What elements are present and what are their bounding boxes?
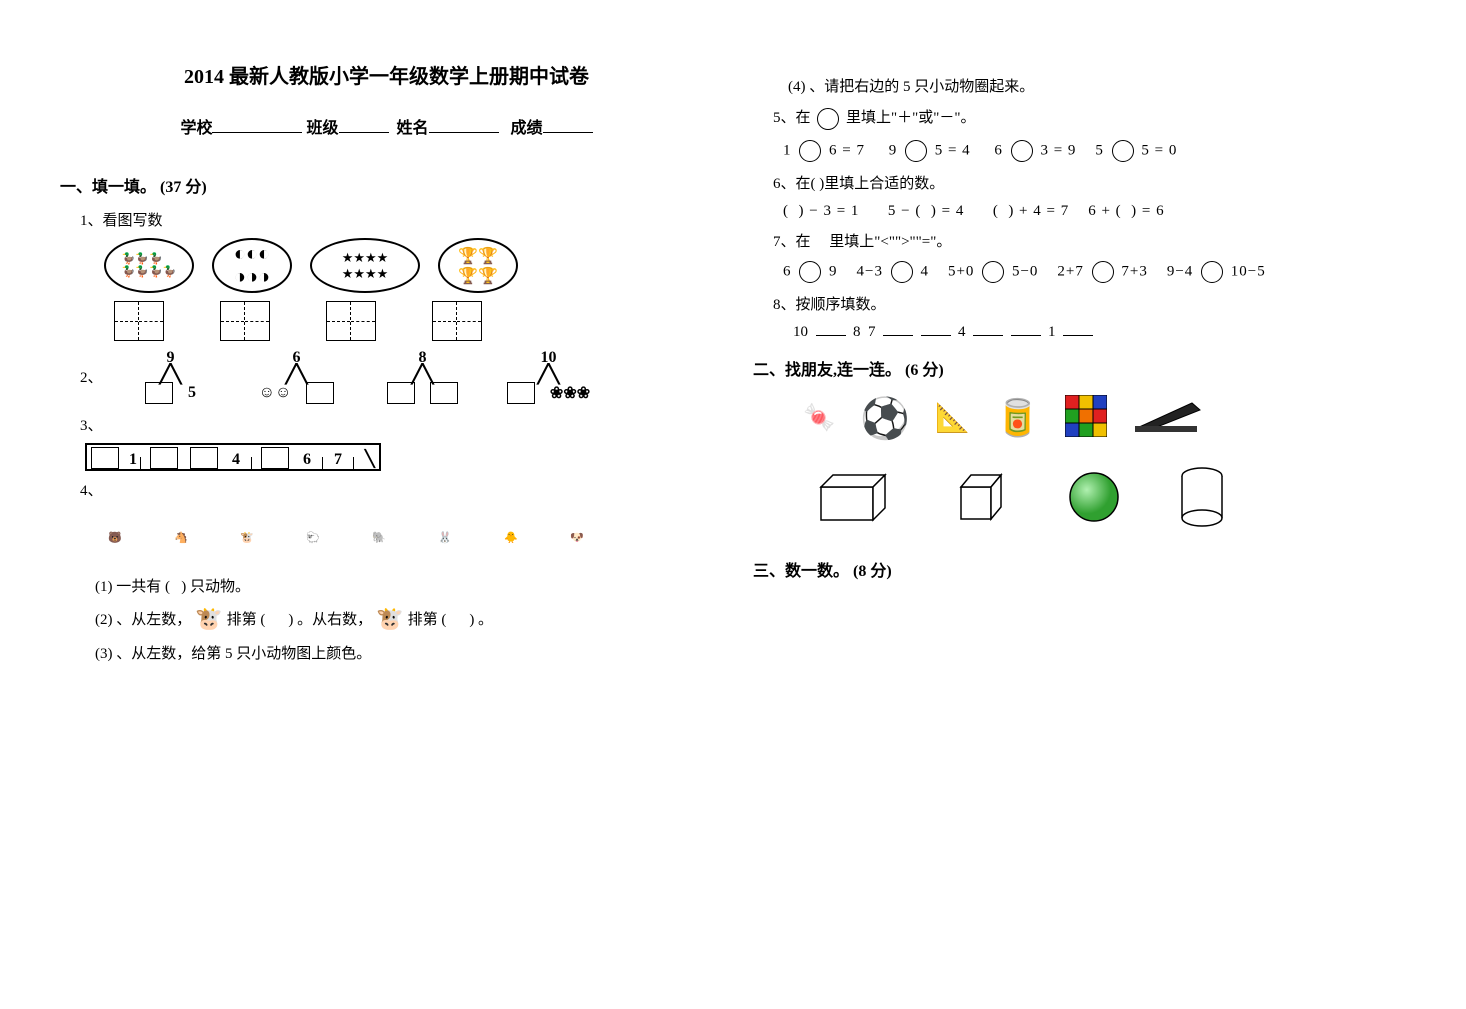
left-column: 2014 最新人教版小学一年级数学上册期中试卷 学校 班级 姓名 成绩 一、填一… <box>40 60 733 969</box>
tree-blank[interactable] <box>306 382 334 404</box>
page-title: 2014 最新人教版小学一年级数学上册期中试卷 <box>60 60 713 89</box>
tree-blank[interactable] <box>145 382 173 404</box>
objects-row: 🍬 ⚽ 📐 🥫 <box>803 395 1406 442</box>
q5-label: 5、在 里填上"＋"或"－"。 <box>773 106 1406 130</box>
op-blank[interactable] <box>1112 140 1134 162</box>
horse-icon: 🐴 <box>151 510 211 565</box>
q7-eqs: 6 9 4−3 4 5+0 5−0 2+7 7+3 9−4 10−5 <box>783 261 1406 283</box>
shapes-row <box>813 467 1406 532</box>
cow-small-icon: 🐮 <box>376 606 403 632</box>
sheep-icon: 🐑 <box>283 510 343 565</box>
score-label: 成绩 <box>511 120 543 137</box>
q4-sub1: (1) 一共有 ( ) 只动物。 <box>95 575 713 596</box>
q3-label: 3、 <box>80 414 713 435</box>
q4-sub3: (3) 、从左数，给第 5 只小动物图上颜色。 <box>95 642 713 663</box>
can-icon: 🥫 <box>995 397 1040 439</box>
q2-row: 2、 9 ╱╲ 5 6 ╱╲ ☺☺ 8 ╱╲ 10 ╱╲ ❀❀❀ <box>80 349 713 404</box>
cmp-blank[interactable] <box>891 261 913 283</box>
q4-label: 4、 <box>80 479 103 500</box>
right-column: (4) 、请把右边的 5 只小动物圈起来。 5、在 里填上"＋"或"－"。 1 … <box>733 60 1426 969</box>
ruler-blank[interactable] <box>190 447 218 469</box>
ruler-blank[interactable] <box>261 447 289 469</box>
answer-box[interactable] <box>432 301 482 341</box>
stapler-icon <box>1132 398 1202 438</box>
dog-icon: 🐶 <box>547 510 607 565</box>
section2-heading: 二、找朋友,连一连。 (6 分) <box>753 356 1406 380</box>
cups-oval: 🏆🏆🏆🏆 <box>438 238 518 293</box>
tree-blank[interactable] <box>387 382 415 404</box>
q7-label: 7、在 里填上"<"">""="。 <box>773 230 1406 251</box>
answer-box[interactable] <box>326 301 376 341</box>
ruler-blank[interactable] <box>150 447 178 469</box>
tree-blank[interactable] <box>430 382 458 404</box>
section3-heading: 三、数一数。 (8 分) <box>753 557 1406 581</box>
student-info-line: 学校 班级 姓名 成绩 <box>60 114 713 138</box>
q1-images-row: 🦆🦆🦆🦆🦆🦆🦆 ◐◐◐◑◑◑ ★★★★★★★★ 🏆🏆🏆🏆 <box>100 238 713 293</box>
q6-eqs: ( ) − 3 = 1 5 − ( ) = 4 ( ) + 4 = 7 6 + … <box>783 203 1406 220</box>
q4-sub4: (4) 、请把右边的 5 只小动物圈起来。 <box>788 75 1406 96</box>
pencil-sharpener-icon: 📐 <box>935 401 970 435</box>
tree-4: 10 ╱╲ ❀❀❀ <box>499 349 599 404</box>
animals-row: 🐻 🐴 🐮 🐑 🐘 🐰 🐥 🐶 <box>85 510 713 565</box>
cow-icon: 🐮 <box>217 510 277 565</box>
section1-heading: 一、填一填。 (37 分) <box>60 173 713 197</box>
tree-2: 6 ╱╲ ☺☺ <box>247 349 347 404</box>
q4-row: 4、 <box>80 479 713 500</box>
op-blank[interactable] <box>905 140 927 162</box>
ruler-blank[interactable] <box>91 447 119 469</box>
stars-oval: ★★★★★★★★ <box>310 238 420 293</box>
name-label: 姓名 <box>397 120 429 137</box>
class-label: 班级 <box>306 120 338 137</box>
cuboid-icon <box>813 472 893 527</box>
q8-seq: 10 8 7 4 1 <box>793 324 1406 341</box>
q8-label: 8、按顺序填数。 <box>773 293 1406 314</box>
school-label: 学校 <box>180 120 212 137</box>
q1-answer-boxes <box>110 301 713 341</box>
tree-1: 9 ╱╲ 5 <box>121 349 221 404</box>
candy-icon: 🍬 <box>803 403 835 433</box>
q1-label: 1、看图写数 <box>80 209 713 230</box>
answer-box[interactable] <box>114 301 164 341</box>
rabbit-icon: 🐰 <box>415 510 475 565</box>
q4-sub2: (2) 、从左数， 🐮 排第 ( ) 。从右数， 🐮 排第 ( ) 。 <box>95 606 713 632</box>
cube-icon <box>953 469 1008 529</box>
q6-label: 6、在( )里填上合适的数。 <box>773 172 1406 193</box>
cow-small-icon: 🐮 <box>195 606 222 632</box>
op-blank[interactable] <box>799 140 821 162</box>
tree-blank[interactable] <box>507 382 535 404</box>
cmp-blank[interactable] <box>1092 261 1114 283</box>
cmp-blank[interactable] <box>799 261 821 283</box>
rubiks-cube-icon <box>1065 395 1107 442</box>
cmp-blank[interactable] <box>982 261 1004 283</box>
bear-icon: 🐻 <box>85 510 145 565</box>
sphere-icon <box>1068 471 1120 528</box>
chick-icon: 🐥 <box>481 510 541 565</box>
elephant-icon: 🐘 <box>349 510 409 565</box>
cmp-blank[interactable] <box>1201 261 1223 283</box>
op-blank[interactable] <box>1011 140 1033 162</box>
soccer-ball-icon: ⚽ <box>860 395 910 442</box>
ducks-oval: 🦆🦆🦆🦆🦆🦆🦆 <box>104 238 194 293</box>
cylinder-icon <box>1180 467 1225 532</box>
q3-ruler: 1 4 6 7 ╲ <box>85 443 713 471</box>
tree-3: 8 ╱╲ <box>373 349 473 404</box>
q2-label: 2、 <box>80 366 103 387</box>
q5-eqs: 1 6 = 7 9 5 = 4 6 3 = 9 5 5 = 0 <box>783 140 1406 162</box>
circles-oval: ◐◐◐◑◑◑ <box>212 238 292 293</box>
answer-box[interactable] <box>220 301 270 341</box>
